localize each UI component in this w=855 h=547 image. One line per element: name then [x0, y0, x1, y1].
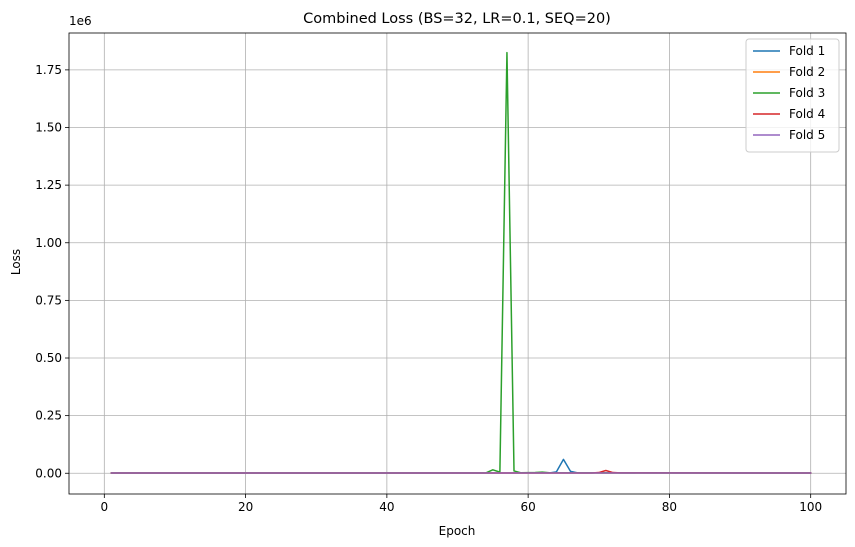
y-tick-label: 1.00	[35, 236, 62, 250]
y-multiplier-label: 1e6	[69, 14, 92, 28]
plot-area: 0 20 40 60 80 100 0.00 0.25 0.50 0.75 1.00 1.25 1.50…	[35, 32, 847, 514]
legend-label-fold-3: Fold 3	[789, 86, 825, 100]
legend-label-fold-1: Fold 1	[789, 44, 825, 58]
y-tick-label: 0.00	[35, 466, 62, 480]
y-tick-label: 0.25	[35, 409, 62, 423]
x-tick-label: 0	[100, 500, 108, 514]
x-tick-label: 40	[379, 500, 394, 514]
y-tick-label: 0.50	[35, 351, 62, 365]
legend-label-fold-2: Fold 2	[789, 65, 825, 79]
legend-label-fold-4: Fold 4	[789, 107, 825, 121]
x-tick-label: 20	[238, 500, 253, 514]
y-tick-label: 1.50	[35, 121, 62, 135]
x-tick-label: 60	[520, 500, 535, 514]
x-tick-label: 80	[662, 500, 677, 514]
y-axis-title: Loss	[9, 249, 23, 275]
y-tick-label: 0.75	[35, 293, 62, 307]
chart-title: Combined Loss (BS=32, LR=0.1, SEQ=20)	[303, 11, 611, 27]
y-tick-label: 1.75	[35, 63, 62, 77]
legend-label-fold-5: Fold 5	[789, 128, 825, 142]
legend-box	[745, 38, 840, 153]
plot-frame	[68, 32, 847, 495]
x-axis-title: Epoch	[439, 524, 476, 538]
y-tick-label: 1.25	[35, 178, 62, 192]
x-tick-label: 100	[799, 500, 822, 514]
